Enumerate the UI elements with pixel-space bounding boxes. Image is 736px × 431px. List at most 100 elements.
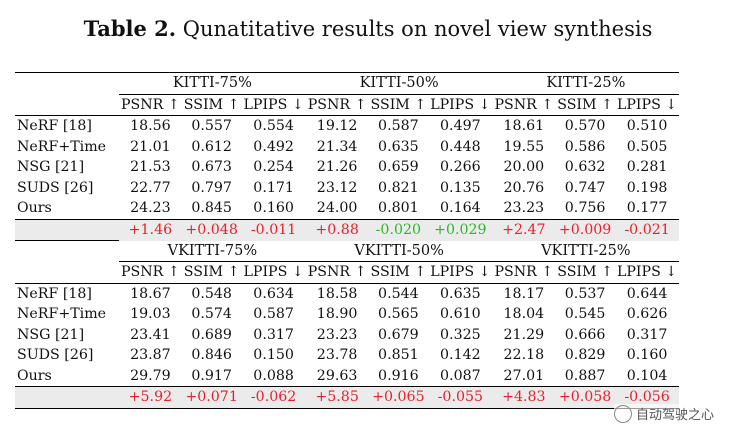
metric-header: SSIM ↑ bbox=[557, 264, 613, 281]
dataset-header: KITTI-50% bbox=[305, 72, 493, 95]
value-cell: 0.160 bbox=[253, 200, 294, 217]
value-cell: 0.659 bbox=[378, 159, 419, 176]
metric-header: PSNR ↑ bbox=[121, 264, 180, 281]
value-cell: 0.634 bbox=[241, 282, 306, 304]
value-cell: 19.03 bbox=[130, 306, 171, 323]
value-cell: 0.845 bbox=[191, 200, 232, 217]
method-name: NeRF [18] bbox=[15, 282, 119, 304]
caption-label: Table 2. bbox=[83, 16, 177, 41]
method-name: NeRF+Time bbox=[17, 138, 107, 155]
value-cell: 0.586 bbox=[564, 138, 606, 155]
value-cell: 0.088 bbox=[253, 367, 294, 384]
improvement-cell: -0.020 bbox=[368, 218, 429, 241]
value-cell: 0.570 bbox=[555, 115, 615, 137]
value-cell: 23.12 bbox=[316, 179, 358, 196]
improvement-cell: +0.058 bbox=[555, 386, 615, 409]
value-cell: 29.63 bbox=[316, 367, 358, 384]
value-cell: 0.505 bbox=[626, 138, 668, 155]
metric-header: PSNR ↑ bbox=[121, 96, 180, 113]
wechat-icon bbox=[613, 404, 632, 423]
improvement-cell: +4.83 bbox=[492, 386, 556, 409]
table-row: SUDS [26] 23.87 0.846 0.150 23.78 0.851 0.142 2… bbox=[15, 345, 679, 366]
value-cell: 0.266 bbox=[440, 159, 481, 176]
value-cell: 0.635 bbox=[428, 282, 493, 304]
metric-header: SSIM ↑ bbox=[183, 264, 240, 281]
value-cell: 0.104 bbox=[626, 367, 668, 384]
value-cell: 0.673 bbox=[191, 159, 232, 176]
value-cell: 0.635 bbox=[378, 138, 419, 155]
value-cell: 0.150 bbox=[253, 347, 294, 364]
dataset-header: VKITTI-50% bbox=[305, 240, 493, 262]
value-cell: 18.61 bbox=[492, 115, 556, 137]
value-cell: 0.177 bbox=[626, 200, 668, 217]
value-cell: 0.679 bbox=[378, 326, 419, 343]
value-cell: 0.846 bbox=[191, 347, 232, 364]
method-name: NeRF+Time bbox=[17, 306, 107, 323]
value-cell: 18.56 bbox=[119, 115, 182, 137]
metric-header: PSNR ↑ bbox=[307, 96, 367, 113]
value-cell: 0.666 bbox=[564, 326, 606, 343]
method-name: SUDS [26] bbox=[17, 347, 94, 364]
value-cell: 20.00 bbox=[503, 159, 545, 176]
value-cell: 23.23 bbox=[503, 200, 545, 217]
improvement-cell: -0.055 bbox=[428, 386, 493, 409]
metric-header-row: PSNR ↑ SSIM ↑ LPIPS ↓ PSNR ↑ SSIM ↑ LPIPS ↓ PS… bbox=[15, 262, 679, 284]
metric-header: SSIM ↑ bbox=[183, 96, 240, 113]
metric-header: PSNR ↑ bbox=[494, 264, 554, 281]
improvement-cell: +2.47 bbox=[492, 218, 556, 241]
method-name: NSG [21] bbox=[17, 159, 85, 176]
value-cell: 24.23 bbox=[130, 200, 171, 217]
watermark: 自动驾驶之心 bbox=[613, 404, 714, 423]
value-cell: 18.58 bbox=[305, 282, 369, 304]
table-row: NSG [21] 23.41 0.689 0.317 23.23 0.679 0.325 21… bbox=[15, 325, 679, 346]
value-cell: 23.87 bbox=[130, 347, 171, 364]
value-cell: 0.574 bbox=[191, 306, 232, 323]
value-cell: 23.23 bbox=[316, 326, 358, 343]
table-row: Ours 24.23 0.845 0.160 24.00 0.801 0.164 23.23 0… bbox=[15, 198, 679, 219]
value-cell: 0.916 bbox=[378, 367, 419, 384]
value-cell: 0.565 bbox=[378, 306, 419, 323]
watermark-text: 自动驾驶之心 bbox=[635, 408, 714, 423]
improvement-cell: -0.021 bbox=[614, 218, 680, 241]
metric-header: SSIM ↑ bbox=[370, 264, 427, 281]
value-cell: 0.198 bbox=[626, 179, 668, 196]
value-cell: 0.537 bbox=[555, 282, 615, 304]
value-cell: 0.689 bbox=[191, 326, 232, 343]
value-cell: 21.01 bbox=[130, 138, 171, 155]
improvement-cell: +0.071 bbox=[181, 386, 242, 409]
table-row: Ours 29.79 0.917 0.088 29.63 0.916 0.087 27.01 0… bbox=[15, 366, 679, 387]
value-cell: 0.497 bbox=[428, 115, 493, 137]
value-cell: 18.04 bbox=[503, 306, 545, 323]
value-cell: 0.644 bbox=[614, 282, 680, 304]
value-cell: 0.317 bbox=[626, 326, 668, 343]
value-cell: 0.612 bbox=[191, 138, 232, 155]
method-name: NeRF [18] bbox=[15, 115, 119, 137]
caption-text: Qunatitative results on novel view synth… bbox=[176, 17, 653, 41]
table-row: SUDS [26] 22.77 0.797 0.171 23.12 0.821 0.135 2… bbox=[15, 178, 679, 199]
metric-header: PSNR ↑ bbox=[307, 264, 367, 281]
dataset-header: KITTI-75% bbox=[119, 72, 306, 95]
value-cell: 0.317 bbox=[253, 326, 294, 343]
value-cell: 21.53 bbox=[130, 159, 171, 176]
group-header-row: KITTI-75% KITTI-50% KITTI-25% bbox=[15, 72, 680, 95]
method-name: NSG [21] bbox=[17, 326, 85, 343]
value-cell: 0.492 bbox=[253, 138, 294, 155]
method-name: Ours bbox=[17, 367, 52, 384]
value-cell: 22.18 bbox=[503, 347, 545, 364]
value-cell: 0.325 bbox=[440, 326, 481, 343]
group-header-row: VKITTI-75% VKITTI-50% VKITTI-25% bbox=[15, 240, 680, 262]
dataset-header: KITTI-25% bbox=[492, 72, 680, 95]
value-cell: 18.67 bbox=[119, 282, 182, 304]
value-cell: 0.545 bbox=[564, 306, 606, 323]
improvement-cell: +5.92 bbox=[119, 386, 182, 409]
improvement-cell: +0.065 bbox=[368, 386, 429, 409]
table-row: NeRF+Time 21.01 0.612 0.492 21.34 0.635 0.448 1… bbox=[15, 137, 679, 158]
value-cell: 0.797 bbox=[191, 179, 232, 196]
method-name: SUDS [26] bbox=[17, 179, 94, 196]
value-cell: 24.00 bbox=[316, 200, 358, 217]
value-cell: 0.587 bbox=[253, 306, 294, 323]
value-cell: 0.851 bbox=[378, 347, 419, 364]
empty-cell bbox=[15, 386, 119, 409]
value-cell: 20.76 bbox=[503, 179, 545, 196]
table-row: NSG [21] 21.53 0.673 0.254 21.26 0.659 0.266 20… bbox=[15, 157, 679, 178]
